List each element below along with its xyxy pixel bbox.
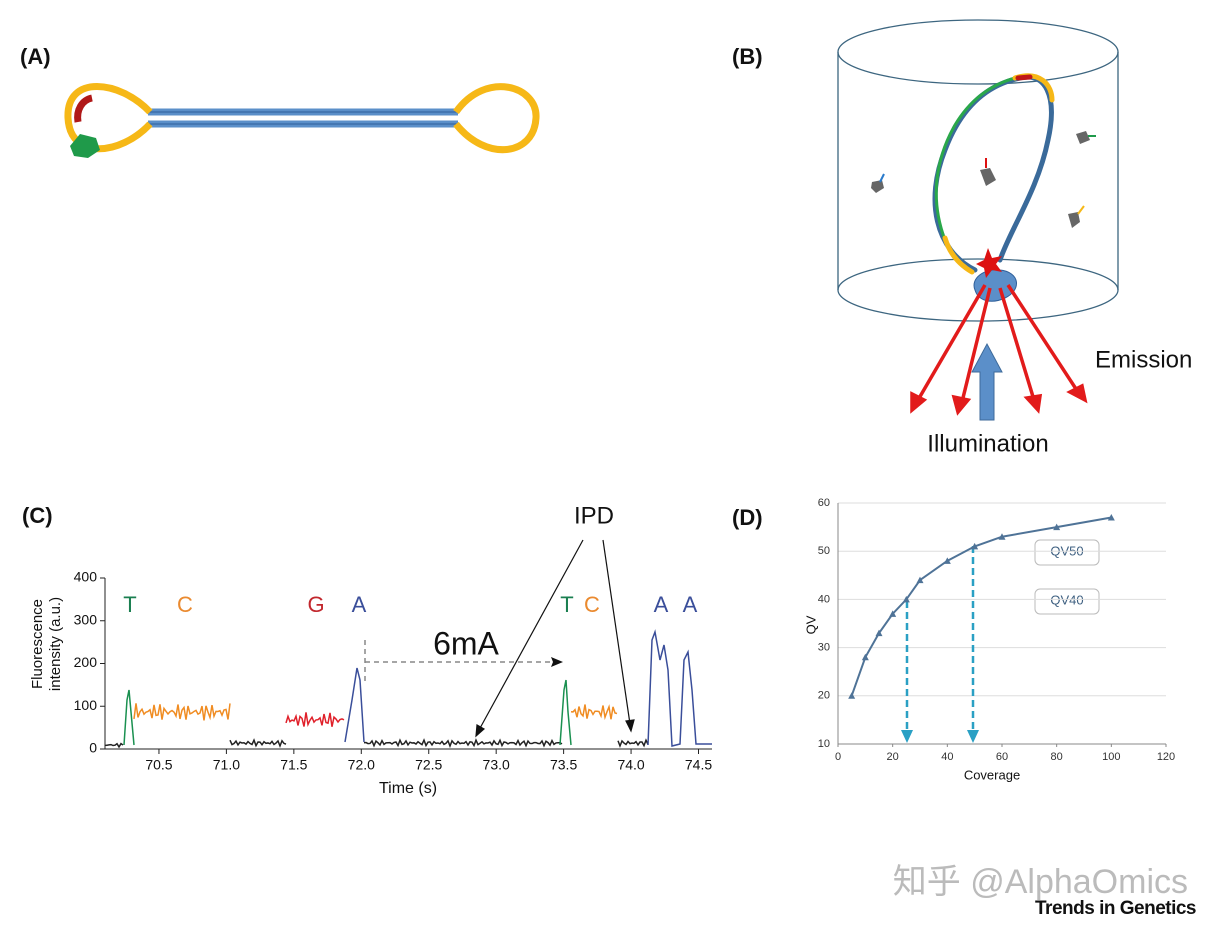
smrtbell [64, 83, 540, 158]
qv-point [971, 542, 979, 550]
x-tick-label: 100 [1102, 751, 1120, 763]
dwell-arrow [364, 640, 556, 682]
annotation-box [1034, 588, 1100, 615]
y-tick-label: 60 [818, 497, 830, 509]
y-tick-label: 20 [818, 690, 830, 702]
trace [285, 712, 345, 728]
trace [617, 738, 649, 749]
qv-point [916, 576, 924, 584]
dna-template [932, 73, 1055, 302]
x-tick-label: 40 [941, 751, 953, 763]
base-label: T [123, 592, 136, 617]
y-axis-label: Fluorescence [29, 599, 46, 689]
x-tick-label: 74.0 [617, 757, 644, 773]
base-label: G [307, 592, 324, 617]
arrow-head [967, 730, 979, 743]
x-tick-label: 73.5 [550, 757, 577, 773]
trace [559, 679, 572, 746]
x-tick-label: 120 [1157, 751, 1175, 763]
label: Illumination [927, 430, 1048, 457]
base-label: T [560, 592, 573, 617]
trace [104, 742, 124, 749]
arrow-head [551, 657, 563, 667]
qv-point [861, 653, 869, 661]
watermark: 知乎 @AlphaOmics [893, 863, 1188, 901]
trace [133, 703, 231, 721]
x-tick-label: 70.5 [145, 757, 172, 773]
emission-arrows [910, 284, 1088, 416]
panel-label: (A) [20, 44, 51, 69]
x-axis-label: Time (s) [379, 780, 437, 797]
nucleotides [871, 131, 1096, 228]
x-tick-label: 0 [835, 751, 841, 763]
x-tick-label: 80 [1051, 751, 1063, 763]
ipd-arrows [475, 539, 635, 738]
x-tick-label: 71.5 [280, 757, 307, 773]
annotation: QV40 [1050, 592, 1083, 607]
panel-label: (D) [732, 505, 763, 530]
annotation: IPD [574, 502, 614, 529]
y-tick-label: 40 [818, 593, 830, 605]
x-tick-label: 20 [887, 751, 899, 763]
y-tick-label: 0 [89, 740, 97, 756]
x-tick-label: 60 [996, 751, 1008, 763]
y-tick-label: 10 [818, 738, 830, 750]
arrow-head [901, 730, 913, 743]
trace [229, 738, 287, 749]
qv-point [998, 533, 1006, 540]
y-tick-label: 50 [818, 545, 830, 557]
zmw-well [837, 19, 1119, 322]
base-label: C [177, 592, 193, 617]
trace [363, 738, 563, 749]
panel-label: (B) [732, 44, 763, 69]
base-label: A [683, 592, 698, 617]
y-tick-label: 400 [74, 569, 98, 585]
qv-point [848, 692, 856, 699]
qv-point [1053, 523, 1061, 531]
x-tick-label: 71.0 [213, 757, 240, 773]
trace [123, 689, 135, 746]
qv-point [943, 557, 951, 564]
y-tick-label: 30 [818, 642, 830, 654]
y-tick-label: 300 [74, 611, 98, 627]
annotation: 6mA [433, 625, 499, 661]
base-label: A [352, 592, 367, 617]
qv-point [889, 610, 897, 617]
illumination-arrow [971, 342, 1003, 421]
annotation-box [1034, 539, 1100, 566]
base-label: C [584, 592, 600, 617]
x-tick-label: 74.5 [685, 757, 712, 773]
x-axis-label: Coverage [964, 767, 1020, 782]
y-tick-label: 100 [74, 697, 98, 713]
qv-point [902, 595, 910, 603]
trace [570, 704, 618, 721]
x-tick-label: 72.0 [348, 757, 375, 773]
qv-point [1107, 513, 1115, 521]
y-axis-label: QV [803, 615, 818, 634]
label: Emission [1095, 346, 1192, 373]
trace [647, 629, 712, 747]
qv-point [875, 629, 883, 637]
y-tick-label: 200 [74, 654, 98, 670]
panel-label: (C) [22, 503, 53, 528]
y-axis-label: intensity (a.u.) [47, 597, 64, 691]
trace [344, 667, 365, 743]
base-label: A [654, 592, 669, 617]
journal: Trends in Genetics [1035, 898, 1196, 919]
x-tick-label: 73.0 [483, 757, 510, 773]
x-tick-label: 72.5 [415, 757, 442, 773]
